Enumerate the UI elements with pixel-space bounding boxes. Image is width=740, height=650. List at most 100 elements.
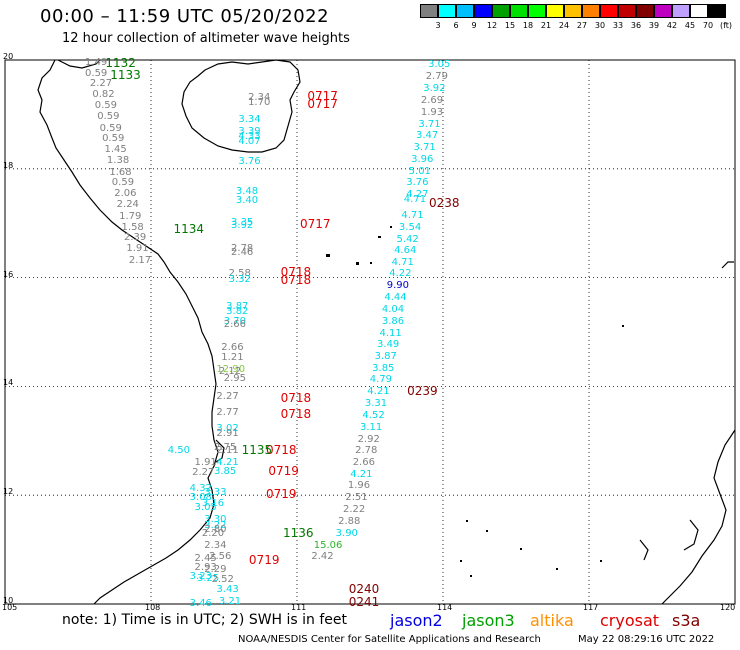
wave-height-value: 2.51 (345, 492, 368, 504)
wave-height-value: 2.88 (338, 515, 361, 527)
wave-height-value: 3.92 (423, 83, 446, 95)
wave-height-value: 4.52 (362, 409, 385, 421)
wave-height-value: 1.49 (85, 56, 108, 68)
pass-time-label: 0239 (407, 384, 438, 399)
wave-height-value: 4.79 (369, 374, 392, 386)
wave-height-value: 4.32 (189, 482, 212, 494)
colorbar-swatch (618, 4, 636, 18)
wave-height-value: 15.06 (313, 539, 343, 551)
colorbar-swatch (564, 4, 582, 18)
wave-height-value: 3.08 (189, 491, 212, 503)
wave-height-value: 2.92 (357, 433, 380, 445)
wave-height-value: 1.45 (104, 144, 127, 156)
wave-height-value: 3.70 (223, 316, 246, 328)
pass-time-label: 1135 (241, 443, 273, 458)
wave-height-value: 3.22 (204, 520, 227, 532)
colorbar-swatch (510, 4, 528, 18)
wave-height-value: 0.59 (102, 133, 125, 145)
wave-height-value: 1.70 (248, 96, 271, 108)
legend-entry: cryosat (600, 611, 660, 630)
wave-height-value: 2.52 (211, 574, 234, 586)
wave-height-value: 3.92 (231, 219, 254, 231)
wave-height-value: 3.48 (235, 185, 259, 197)
pass-time-label: 1134 (173, 221, 205, 236)
wave-height-value: 2.78 (355, 445, 378, 457)
colorbar-swatch (672, 4, 690, 18)
wave-height-value: 2.93 (194, 562, 217, 574)
map-frame (4, 59, 736, 605)
colorbar-label: 12 (486, 21, 498, 30)
wave-height-value: 3.11 (360, 421, 383, 433)
colorbar-label: 39 (648, 21, 660, 30)
longitude-label: 105 (2, 603, 18, 612)
legend-entry: jason2 (390, 611, 443, 630)
pass-time-label: 0719 (248, 553, 280, 568)
wave-height-value: 12.90 (216, 363, 246, 375)
wave-height-value: 2.91 (216, 427, 239, 439)
latitude-label: 20 (3, 52, 14, 61)
latitude-label: 10 (3, 596, 14, 605)
wave-height-value: 1.91 (126, 243, 149, 255)
wave-height-value: 2.95 (223, 372, 246, 384)
colorbar-label: 3 (435, 21, 441, 30)
wave-height-value: 2.27 (89, 78, 113, 90)
latitude-label: 14 (3, 378, 14, 388)
colorbar-swatch (474, 4, 492, 18)
wave-height-value: 3.40 (235, 194, 259, 206)
wave-height-value: 3.76 (238, 155, 261, 167)
colorbar-label: 42 (666, 21, 678, 30)
grid-lines (5, 60, 735, 604)
pass-time-label: 0241 (348, 594, 380, 609)
wave-height-value: 3.46 (189, 598, 212, 609)
wave-height-value: 4.33 (238, 131, 261, 143)
colorbar-label: 15 (504, 21, 516, 30)
credit-line: NOAA/NESDIS Center for Satellite Applica… (238, 634, 541, 645)
wave-height-value: 3.02 (216, 423, 239, 435)
wave-height-value: 1.58 (121, 221, 144, 233)
wave-height-value: 2.58 (228, 267, 251, 279)
wave-height-value: 2.80 (204, 524, 227, 536)
wave-height-value: 2.66 (352, 457, 375, 469)
wave-height-value: 3.85 (372, 362, 395, 374)
hainan-island (181, 59, 301, 153)
paracel-islands (326, 226, 392, 265)
colorbar-label: 33 (612, 21, 624, 30)
wave-height-value: 3.16 (201, 498, 225, 510)
pass-time-label: 0238 (429, 196, 460, 211)
legend-entry: jason3 (462, 611, 515, 630)
wave-height-value: 2.39 (123, 232, 147, 244)
wave-height-value: 9.90 (386, 280, 410, 292)
colorbar-swatch (438, 4, 456, 18)
wave-height-value: 0.59 (111, 177, 135, 189)
generated-timestamp: May 22 08:29:16 UTC 2022 (578, 634, 715, 645)
colorbar-label: 45 (684, 21, 696, 30)
colorbar-label: (ft) (719, 21, 733, 30)
colorbar-swatch (528, 4, 546, 18)
wave-height-value: 4.21 (350, 469, 373, 481)
wave-height-value: 3.39 (238, 125, 261, 137)
map-subtitle: 12 hour collection of altimeter wave hei… (62, 31, 350, 46)
wave-height-value: 2.24 (116, 199, 139, 211)
wave-height-value: 3.82 (226, 306, 249, 318)
wave-height-value: 2.45 (194, 553, 217, 565)
wave-height-value: 5.01 (408, 165, 431, 177)
wave-height-value: 4.21 (367, 386, 390, 398)
wave-height-value: 3.05 (428, 59, 451, 71)
colorbar-label: 24 (558, 21, 570, 30)
wave-height-value: 1.91 (194, 456, 217, 468)
wave-height-value: 3.31 (364, 398, 388, 410)
wave-height-value: 3.71 (418, 118, 441, 130)
wave-height-value: 2.29 (204, 564, 227, 576)
pass-time-label: 1133 (110, 68, 141, 83)
wave-height-value: 2.27 (192, 466, 215, 478)
colorbar-swatch (654, 4, 672, 18)
wave-height-value: 3.21 (218, 595, 242, 607)
wave-height-value: 3.35 (231, 217, 254, 229)
wave-height-value: 2.34 (248, 91, 271, 103)
footnote: note: 1) Time is in UTC; 2) SWH is in fe… (62, 612, 348, 628)
wave-height-value: 2.42 (311, 551, 334, 563)
wave-height-value: 1.79 (119, 210, 142, 222)
wave-height-value: 3.76 (406, 176, 429, 188)
longitude-label: 111 (291, 603, 307, 612)
